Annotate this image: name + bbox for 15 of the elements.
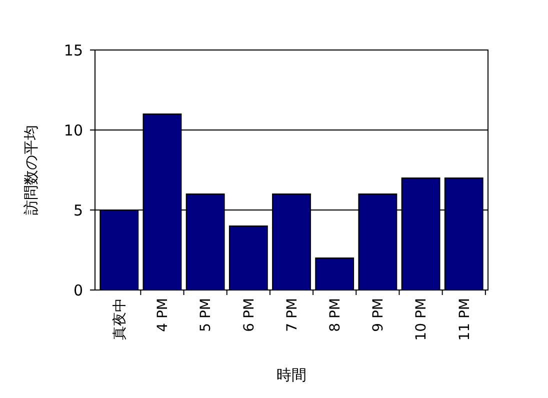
x-tick-label: 10 PM — [414, 298, 430, 341]
x-tick-label: 真夜中 — [112, 298, 128, 340]
y-tick-label: 0 — [73, 281, 83, 300]
y-tick-label: 5 — [73, 201, 83, 220]
y-axis-title: 訪問数の平均 — [22, 125, 40, 215]
y-tick-label: 15 — [64, 41, 83, 60]
x-axis-title: 時間 — [276, 366, 306, 384]
x-tick-label: 7 PM — [284, 298, 300, 332]
x-tick-label: 6 PM — [241, 298, 258, 332]
x-tick-label: 11 PM — [456, 298, 473, 341]
x-tick-label: 4 PM — [155, 298, 172, 332]
y-tick-label: 10 — [64, 121, 83, 140]
x-tick-label: 5 PM — [198, 298, 214, 332]
x-tick-label: 8 PM — [327, 298, 344, 332]
x-tick-label: 9 PM — [370, 298, 387, 332]
